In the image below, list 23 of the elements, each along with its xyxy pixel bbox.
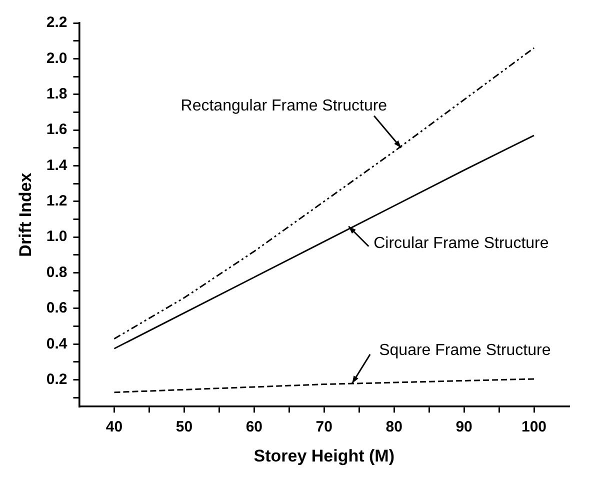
annotation: Circular Frame Structure — [374, 234, 549, 252]
y-tick-label: 0.6 — [46, 300, 68, 317]
y-axis-title: Drift Index — [16, 172, 35, 257]
x-tick-label: 100 — [522, 418, 547, 436]
x-tick-label: 50 — [176, 418, 193, 436]
x-tick-label: 80 — [386, 418, 402, 436]
y-tick-label: 1.2 — [46, 192, 68, 210]
y-tick-label: 1.0 — [46, 228, 68, 246]
y-tick-label: 1.6 — [46, 121, 68, 138]
y-tick-label: 2.0 — [46, 50, 68, 67]
x-tick-label: 60 — [246, 418, 263, 436]
y-tick-label: 0.2 — [46, 370, 68, 388]
y-tick-label: 0.4 — [46, 335, 68, 352]
y-tick-label: 1.4 — [46, 156, 68, 174]
y-tick-label: 0.8 — [46, 264, 68, 281]
y-tick-label: 1.8 — [46, 86, 68, 103]
x-tick-label: 90 — [456, 418, 472, 436]
x-tick-label: 40 — [106, 418, 123, 436]
x-axis-title: Storey Height (M) — [254, 446, 394, 466]
annotation: Rectangular Frame Structure — [180, 97, 388, 114]
x-tick-label: 70 — [316, 418, 332, 436]
annotation: Square Frame Structure — [379, 342, 551, 359]
y-tick-label: 2.2 — [46, 14, 68, 32]
